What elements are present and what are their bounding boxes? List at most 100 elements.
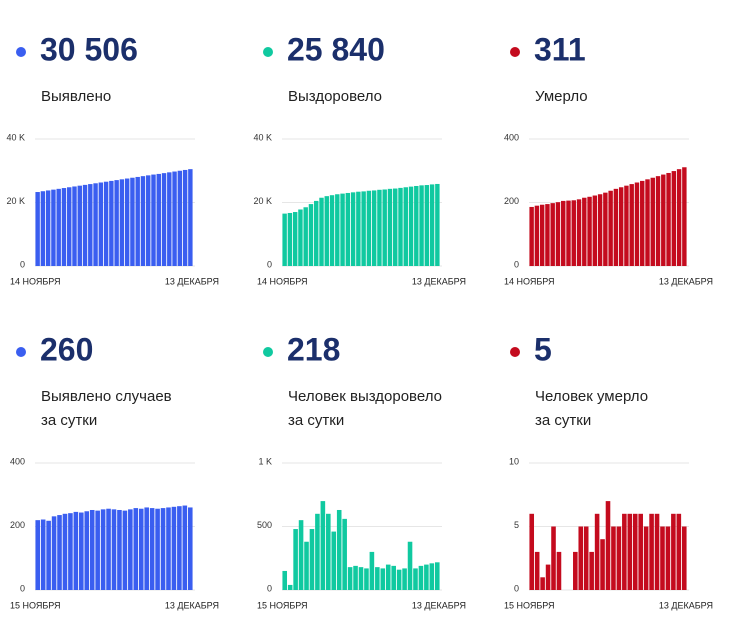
caption: за сутки bbox=[41, 412, 97, 429]
bar bbox=[319, 197, 324, 266]
bar bbox=[385, 564, 391, 590]
bar bbox=[576, 199, 582, 266]
caption: Выявлено bbox=[41, 88, 111, 105]
status-dot bbox=[16, 47, 26, 57]
x-tick-label: 14 НОЯБРЯ bbox=[257, 276, 308, 286]
bar bbox=[589, 551, 594, 590]
bar bbox=[529, 513, 535, 590]
bar bbox=[597, 194, 603, 266]
headline-value: 25 840 bbox=[287, 31, 385, 67]
bar bbox=[111, 509, 117, 590]
bar bbox=[583, 526, 589, 590]
bar bbox=[57, 515, 62, 590]
bar bbox=[645, 179, 650, 266]
bar bbox=[146, 175, 151, 266]
x-tick-label: 14 НОЯБРЯ bbox=[10, 276, 61, 286]
bar bbox=[135, 176, 140, 266]
y-tick-label: 40 K bbox=[6, 132, 25, 142]
bar bbox=[629, 184, 634, 266]
x-tick-label: 15 НОЯБРЯ bbox=[504, 600, 555, 610]
bar bbox=[124, 178, 130, 266]
bar bbox=[676, 513, 682, 590]
bar bbox=[634, 182, 640, 266]
bar bbox=[414, 185, 419, 266]
bar bbox=[140, 176, 146, 266]
bar bbox=[335, 194, 340, 266]
bar bbox=[340, 193, 345, 266]
bar bbox=[82, 184, 88, 266]
bar bbox=[298, 520, 304, 590]
bar bbox=[345, 192, 351, 266]
bar bbox=[671, 171, 677, 266]
y-tick-label: 20 K bbox=[6, 196, 25, 206]
bar bbox=[72, 186, 77, 266]
bar bbox=[172, 171, 177, 266]
bar bbox=[103, 181, 109, 266]
headline-value: 311 bbox=[534, 31, 586, 67]
y-tick-label: 0 bbox=[514, 259, 519, 269]
bar bbox=[582, 197, 587, 266]
status-dot bbox=[16, 347, 26, 357]
bar bbox=[315, 513, 320, 590]
bar bbox=[666, 172, 671, 266]
bar bbox=[160, 508, 166, 590]
bar bbox=[561, 200, 566, 266]
bar bbox=[149, 508, 155, 590]
bar bbox=[551, 526, 556, 590]
bar bbox=[555, 202, 561, 266]
bar bbox=[89, 509, 95, 590]
bar bbox=[650, 177, 655, 266]
bar bbox=[424, 564, 429, 590]
bar bbox=[320, 501, 326, 590]
bar bbox=[681, 526, 687, 590]
bar bbox=[429, 563, 435, 590]
bar bbox=[418, 565, 424, 590]
bar bbox=[398, 187, 403, 266]
bar bbox=[167, 172, 172, 266]
bar bbox=[408, 186, 414, 266]
bar bbox=[638, 513, 643, 590]
bar bbox=[84, 511, 90, 590]
status-dot bbox=[510, 347, 520, 357]
bar bbox=[534, 551, 540, 590]
bar bbox=[643, 526, 649, 590]
y-tick-label: 0 bbox=[267, 583, 272, 593]
bar bbox=[188, 169, 193, 266]
headline-value: 260 bbox=[40, 331, 93, 367]
bar bbox=[361, 191, 366, 266]
bar bbox=[51, 516, 57, 590]
bar bbox=[550, 203, 555, 266]
bar bbox=[298, 209, 303, 266]
bar bbox=[77, 185, 82, 266]
x-tick-label: 13 ДЕКАБРЯ bbox=[165, 600, 219, 610]
bar bbox=[375, 567, 380, 590]
bar bbox=[676, 169, 682, 266]
y-tick-label: 0 bbox=[20, 259, 25, 269]
y-tick-label: 400 bbox=[504, 132, 519, 142]
bar bbox=[119, 179, 125, 266]
bar bbox=[382, 189, 387, 266]
y-tick-label: 500 bbox=[257, 520, 272, 530]
bar bbox=[353, 565, 358, 590]
bar bbox=[632, 513, 638, 590]
y-tick-label: 5 bbox=[514, 520, 519, 530]
bar bbox=[407, 541, 413, 590]
bar bbox=[545, 204, 550, 266]
bar bbox=[366, 190, 372, 266]
y-tick-label: 200 bbox=[10, 520, 25, 530]
bar bbox=[293, 529, 298, 590]
bar bbox=[655, 176, 661, 266]
bar bbox=[331, 531, 337, 590]
bar bbox=[106, 508, 111, 590]
y-tick-label: 40 K bbox=[253, 132, 272, 142]
bar bbox=[304, 541, 309, 590]
bar bbox=[624, 185, 629, 266]
bar bbox=[380, 568, 386, 590]
bar bbox=[377, 189, 382, 266]
bar bbox=[396, 569, 402, 590]
bar bbox=[287, 212, 293, 266]
bar bbox=[413, 568, 418, 590]
y-tick-label: 400 bbox=[10, 456, 25, 466]
bar bbox=[329, 195, 335, 266]
